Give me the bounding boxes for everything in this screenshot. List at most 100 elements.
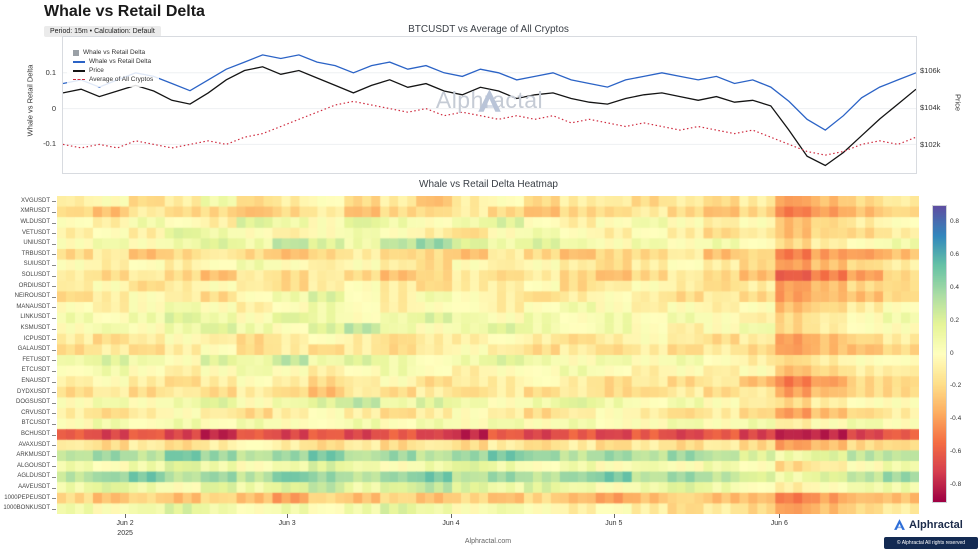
period-calculation-badge: Period: 15m • Calculation: Default [44, 26, 161, 37]
heatmap-row-label: 1000BONKUSDT [3, 505, 50, 512]
colorbar-tick-label: -0.8 [950, 481, 962, 489]
right-axis-label: Price [953, 93, 963, 112]
x-axis-tick-label: Jun 3 [278, 520, 296, 527]
heatmap-row-label: ARKMUSDT [16, 452, 50, 459]
heatmap-row-label: LINKUSDT [20, 314, 50, 321]
legend-label: Whale vs Retail Delta [89, 58, 152, 65]
row-tick-mark [52, 381, 56, 383]
row-tick-mark [52, 296, 56, 298]
footer-link[interactable]: Alphractal.com [464, 538, 512, 545]
colorbar-tick-label: -0.2 [950, 382, 962, 390]
row-tick-mark [52, 498, 56, 500]
heatmap-row-label: 1000PEPEUSDT [4, 494, 50, 501]
heatmap-row-label: FETUSDT [22, 356, 50, 363]
heatmap-row-label: SUIUSDT [23, 261, 50, 268]
heatmap-row-label: AVAXUSDT [18, 441, 50, 448]
row-tick-mark [52, 317, 56, 319]
x-tick-mark [613, 514, 615, 518]
x-axis-year-label: 2025 [117, 530, 133, 537]
row-tick-mark [52, 455, 56, 457]
legend-item[interactable]: Whale vs Retail Delta [73, 48, 153, 57]
row-tick-mark [52, 466, 56, 468]
row-tick-mark [52, 233, 56, 235]
heatmap-row-label: ENAUSDT [21, 378, 50, 384]
heatmap-title: Whale vs Retail Delta Heatmap [419, 179, 558, 190]
heatmap-row-label: DOGSUSDT [15, 399, 50, 406]
heatmap-row-label: BTCUSDT [21, 420, 50, 427]
row-tick-mark [52, 307, 56, 309]
x-axis-tick-label: Jun 4 [442, 520, 460, 527]
colorbar-tick-label: 0 [950, 349, 954, 357]
brand-wordmark: Alphractal [893, 518, 963, 531]
chart-legend[interactable]: Whale vs Retail Delta Whale vs Retail Del… [67, 45, 160, 87]
heatmap-row-label: XMRUSDT [20, 208, 50, 215]
row-tick-mark [52, 328, 56, 330]
heatmap-plot[interactable] [57, 196, 919, 514]
line-chart-title: BTCUSDT vs Average of All Cryptos [408, 24, 569, 35]
colorbar-tick-label: 0.4 [950, 283, 960, 291]
row-tick-mark [52, 275, 56, 277]
colorbar-tick-label: 0.2 [950, 316, 960, 324]
heatmap-row-label: XVGUSDT [20, 197, 50, 204]
row-tick-mark [52, 211, 56, 213]
x-tick-mark [779, 514, 781, 518]
colorbar-tick-label: -0.6 [950, 448, 962, 456]
x-axis-tick-label: Jun 5 [605, 520, 623, 527]
row-tick-mark [52, 370, 56, 372]
heatmap-row-label: CRVUSDT [21, 409, 50, 416]
colorbar [932, 205, 947, 503]
heatmap-row-label: TRBUSDT [21, 250, 50, 257]
row-tick-mark [52, 349, 56, 351]
row-tick-mark [52, 413, 56, 415]
row-tick-mark [52, 508, 56, 510]
heatmap-row-label: VETUSDT [21, 229, 50, 236]
left-axis-label: Whale vs Retail Delta [25, 64, 35, 137]
series-price [63, 66, 916, 167]
line-plot-area[interactable]: Whale vs Retail Delta Whale vs Retail Del… [62, 36, 917, 174]
brand-copyright: © Alphractal All rights reserved [884, 537, 978, 549]
row-tick-mark [52, 360, 56, 362]
heatmap-row-label: AGLDUSDT [17, 473, 50, 480]
colorbar-tick-label: 0.8 [950, 217, 960, 225]
row-tick-mark [52, 264, 56, 266]
alphractal-brand-icon [894, 519, 905, 530]
page-title: Whale vs Retail Delta [44, 3, 205, 20]
x-axis-tick-label: Jun 6 [770, 520, 788, 527]
row-tick-mark [52, 476, 56, 478]
x-axis-tick-label: Jun 2 [116, 520, 134, 527]
row-tick-mark [52, 243, 56, 245]
x-tick-mark [287, 514, 289, 518]
x-tick-mark [450, 514, 452, 518]
legend-item[interactable]: Price [73, 66, 153, 75]
brand-name: Alphractal [909, 518, 963, 531]
heatmap-row-label: DYDXUSDT [16, 388, 50, 395]
legend-swatch-square [73, 49, 79, 56]
colorbar-tick-label: 0.6 [950, 250, 960, 258]
row-tick-mark [52, 434, 56, 436]
colorbar-tick-label: -0.4 [950, 415, 962, 423]
heatmap-row-label: KSMUSDT [20, 325, 50, 331]
heatmap-row-label: AAVEUSDT [18, 484, 50, 490]
row-tick-mark [52, 402, 56, 404]
legend-swatch-dashed [73, 79, 85, 80]
row-tick-mark [52, 201, 56, 203]
legend-item[interactable]: Whale vs Retail Delta [73, 57, 153, 66]
heatmap-row-label: WLDUSDT [20, 219, 50, 225]
heatmap-row-label: ALGOUSDT [16, 462, 50, 469]
series-whale-vs-retail-delta [63, 54, 916, 131]
row-tick-mark [52, 286, 56, 288]
x-tick-mark [125, 514, 127, 518]
row-tick-mark [52, 222, 56, 224]
row-tick-mark [52, 254, 56, 256]
right-axis-tick-label: $102k [920, 140, 941, 150]
row-tick-mark [52, 392, 56, 394]
right-axis-tick-label: $106k [920, 65, 941, 75]
legend-swatch-line [73, 69, 85, 72]
legend-label: Whale vs Retail Delta [83, 49, 146, 56]
row-tick-mark [52, 339, 56, 341]
heatmap-row-label: GALAUSDT [17, 346, 50, 353]
legend-label: Price [89, 67, 104, 74]
legend-item[interactable]: Average of All Cryptos [73, 75, 153, 84]
heatmap-row-label: ETCUSDT [21, 367, 50, 374]
